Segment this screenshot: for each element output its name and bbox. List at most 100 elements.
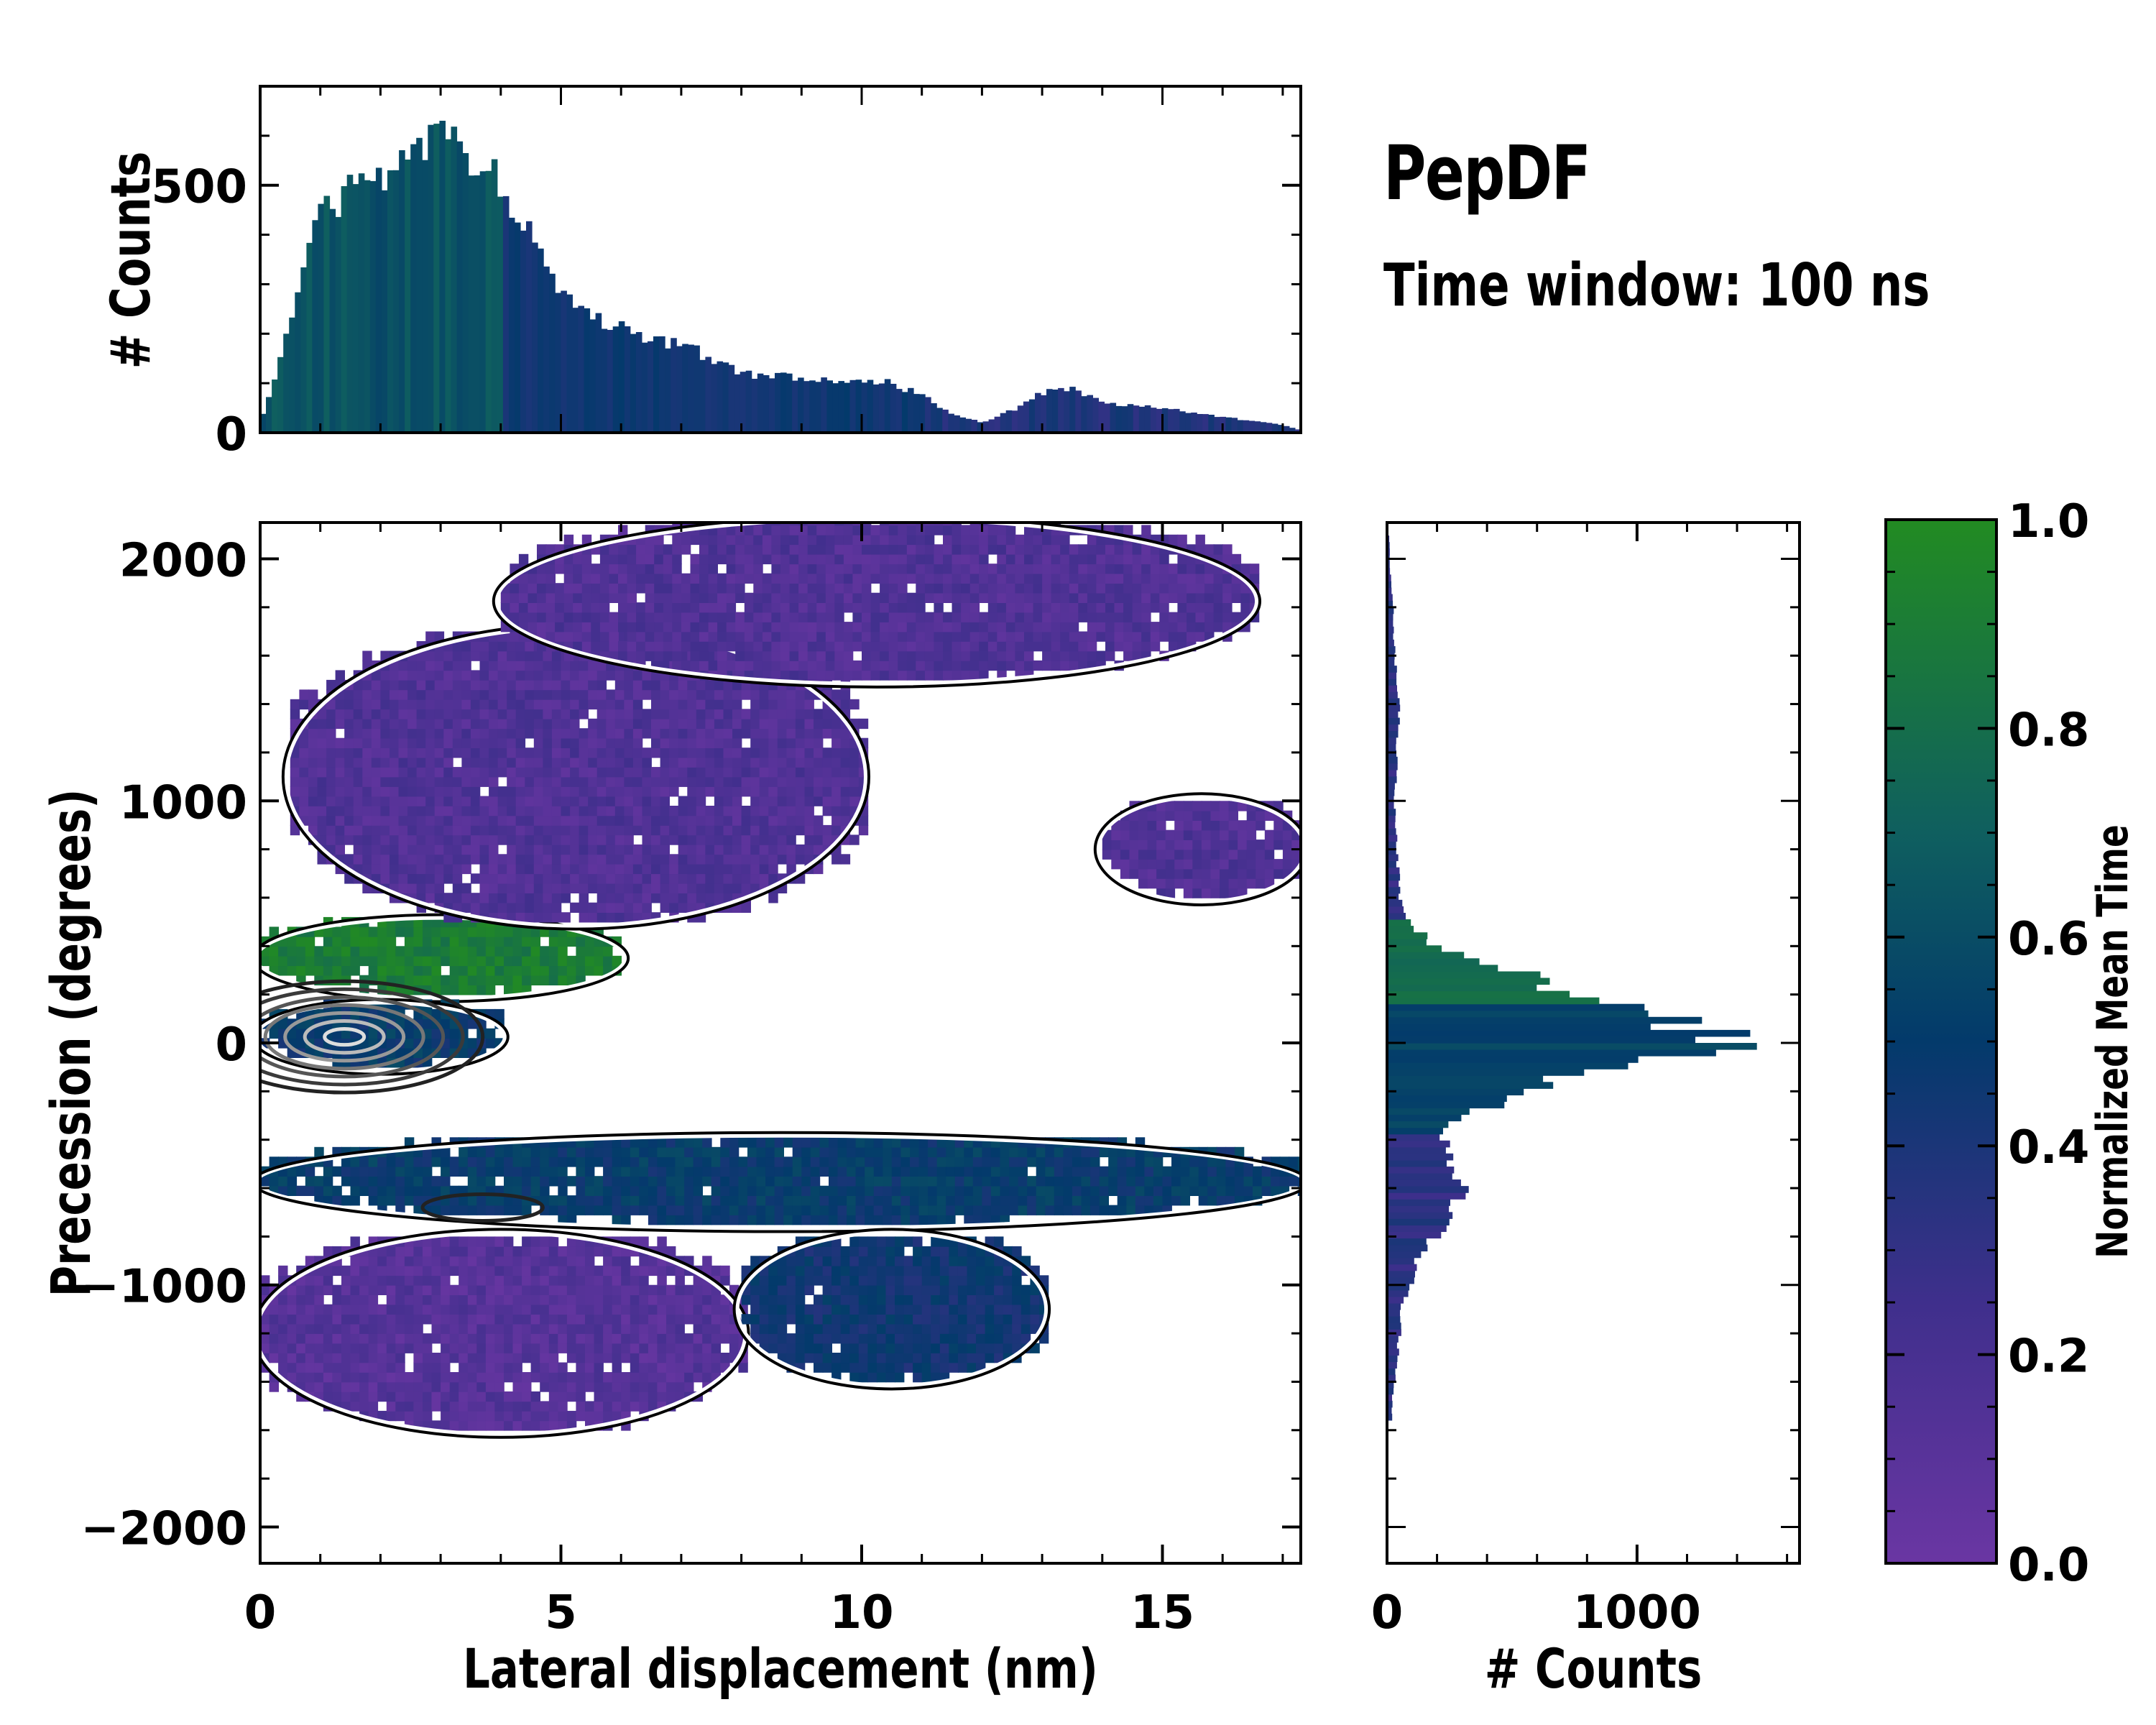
heatmap-cell xyxy=(359,1343,369,1353)
heatmap-cell xyxy=(551,883,562,893)
heatmap-cell xyxy=(1210,859,1220,870)
heatmap-cell xyxy=(1005,612,1016,622)
heatmap-cell xyxy=(663,573,673,584)
heatmap-cell xyxy=(305,1362,315,1373)
heatmap-cell xyxy=(425,873,436,884)
heatmap-cell xyxy=(459,1372,469,1383)
heatmap-cell xyxy=(476,1284,487,1295)
heatmap-cell xyxy=(314,1176,324,1187)
heatmap-cell xyxy=(1018,1176,1028,1187)
heatmap-cell xyxy=(964,1185,974,1196)
heatmap-cell xyxy=(551,844,562,855)
heatmap-cell xyxy=(296,1185,306,1196)
heatmap-cell xyxy=(467,1410,478,1422)
heatmap-cell xyxy=(918,1156,929,1167)
heatmap-cell xyxy=(461,660,471,671)
heatmap-cell xyxy=(648,1185,658,1196)
heatmap-cell xyxy=(786,854,796,865)
heatmap-cell xyxy=(891,1176,902,1187)
heatmap-cell xyxy=(588,863,598,875)
heatmap-cell xyxy=(350,1323,360,1334)
heatmap-cell xyxy=(729,1195,740,1206)
heatmap-cell xyxy=(570,824,580,836)
heatmap-cell xyxy=(618,612,628,622)
heatmap-cell xyxy=(588,660,598,671)
heatmap-cell xyxy=(290,776,300,787)
heatmap-cell xyxy=(461,650,471,661)
heatmap-cell xyxy=(651,679,661,691)
heatmap-cell xyxy=(390,844,400,855)
heatmap-cell xyxy=(368,946,379,957)
heatmap-cell xyxy=(1063,1146,1073,1158)
heatmap-cell xyxy=(395,1343,405,1353)
heatmap-cell xyxy=(918,1215,929,1225)
heatmap-cell xyxy=(888,670,899,681)
heatmap-cell xyxy=(507,679,517,691)
heatmap-cell xyxy=(816,631,826,642)
heatmap-cell xyxy=(563,534,574,546)
heatmap-cell xyxy=(1220,820,1230,831)
heatmap-cell xyxy=(705,873,715,884)
heatmap-cell xyxy=(533,776,544,787)
heatmap-cell xyxy=(1168,564,1179,574)
heatmap-cell xyxy=(1126,1166,1136,1177)
heatmap-cell xyxy=(1096,650,1106,661)
heatmap-cell xyxy=(594,1146,604,1158)
heatmap-cell xyxy=(404,1401,415,1412)
heatmap-cell xyxy=(596,737,607,748)
heatmap-cell xyxy=(678,757,688,768)
heatmap-cell xyxy=(883,1166,893,1177)
heatmap-cell xyxy=(916,612,926,622)
heatmap-cell xyxy=(1273,829,1284,840)
heatmap-cell xyxy=(570,883,580,893)
heatmap-cell xyxy=(489,873,499,884)
heatmap-cell xyxy=(386,1284,397,1295)
heatmap-cell xyxy=(852,564,862,574)
heatmap-cell xyxy=(621,1156,631,1167)
heatmap-cell xyxy=(326,699,336,710)
heatmap-cell xyxy=(630,1195,640,1206)
heatmap-cell xyxy=(804,767,814,778)
heatmap-cell xyxy=(612,1166,622,1177)
heatmap-cell xyxy=(621,1146,631,1158)
heatmap-cell xyxy=(441,926,451,937)
heatmap-cell xyxy=(443,863,453,875)
heatmap-cell xyxy=(576,1314,586,1325)
heatmap-cell xyxy=(543,709,553,719)
heatmap-cell xyxy=(545,564,556,574)
heatmap-cell xyxy=(690,612,700,622)
heatmap-cell xyxy=(359,1185,369,1196)
heatmap-cell xyxy=(512,1284,522,1295)
heatmap-cell xyxy=(660,748,670,758)
heatmap-cell xyxy=(461,844,471,855)
heatmap-cell xyxy=(510,612,520,622)
heatmap-cell xyxy=(663,544,673,555)
heatmap-cell xyxy=(612,1156,622,1167)
heatmap-cell xyxy=(585,1362,595,1373)
heatmap-cell xyxy=(723,824,733,836)
heatmap-cell xyxy=(398,737,408,748)
heatmap-cell xyxy=(576,1304,586,1315)
heatmap-cell xyxy=(883,1176,893,1187)
heatmap-cell xyxy=(627,583,637,594)
heatmap-cell xyxy=(377,1156,387,1167)
heatmap-cell xyxy=(558,1304,568,1315)
heatmap-cell xyxy=(612,1275,622,1286)
heatmap-cell xyxy=(485,1381,496,1392)
heatmap-cell xyxy=(654,573,664,584)
heatmap-cell xyxy=(1005,583,1016,594)
heatmap-cell xyxy=(260,1275,270,1286)
heatmap-cell xyxy=(660,863,670,875)
heatmap-cell xyxy=(479,863,489,875)
heatmap-cell xyxy=(579,815,589,826)
heatmap-cell xyxy=(810,1176,821,1187)
heatmap-cell xyxy=(494,1401,505,1412)
heatmap-cell xyxy=(1105,583,1115,594)
heatmap-cell xyxy=(642,786,652,797)
heatmap-cell xyxy=(476,1353,487,1363)
heatmap-cell xyxy=(843,525,854,535)
heatmap-cell xyxy=(910,1205,920,1215)
heatmap-cell xyxy=(308,728,318,739)
heatmap-cell xyxy=(1228,878,1238,889)
heatmap-cell xyxy=(335,796,345,806)
